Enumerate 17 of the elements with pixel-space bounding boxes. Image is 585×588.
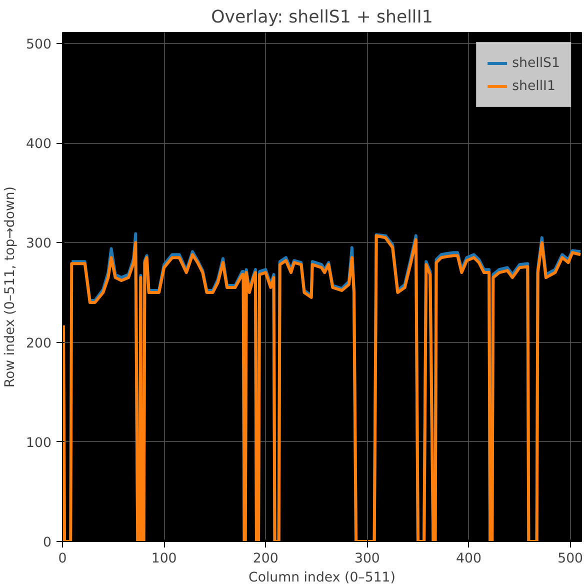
x-tick-label: 0 (58, 552, 67, 566)
y-axis-title: Row index (0–511, top→down) (3, 186, 18, 388)
x-tick-label: 400 (456, 552, 482, 566)
y-tick-label: 0 (43, 536, 52, 550)
legend-label: shellI1 (512, 78, 556, 94)
x-tick-label: 100 (151, 552, 177, 566)
y-tick-label: 400 (26, 137, 52, 152)
x-tick-label: 200 (252, 552, 278, 566)
x-tick-label: 300 (354, 552, 380, 566)
x-tick-label: 500 (558, 552, 584, 566)
y-tick-label: 100 (26, 436, 52, 451)
y-tick-label: 200 (26, 336, 52, 352)
y-tick-label: 300 (26, 236, 52, 252)
legend-label: shellS1 (512, 56, 560, 70)
chart-title: Overlay: shellS1 + shellI1 (211, 8, 433, 28)
y-tick-label: 500 (26, 37, 52, 52)
x-axis-title: Column index (0–511) (248, 570, 396, 586)
